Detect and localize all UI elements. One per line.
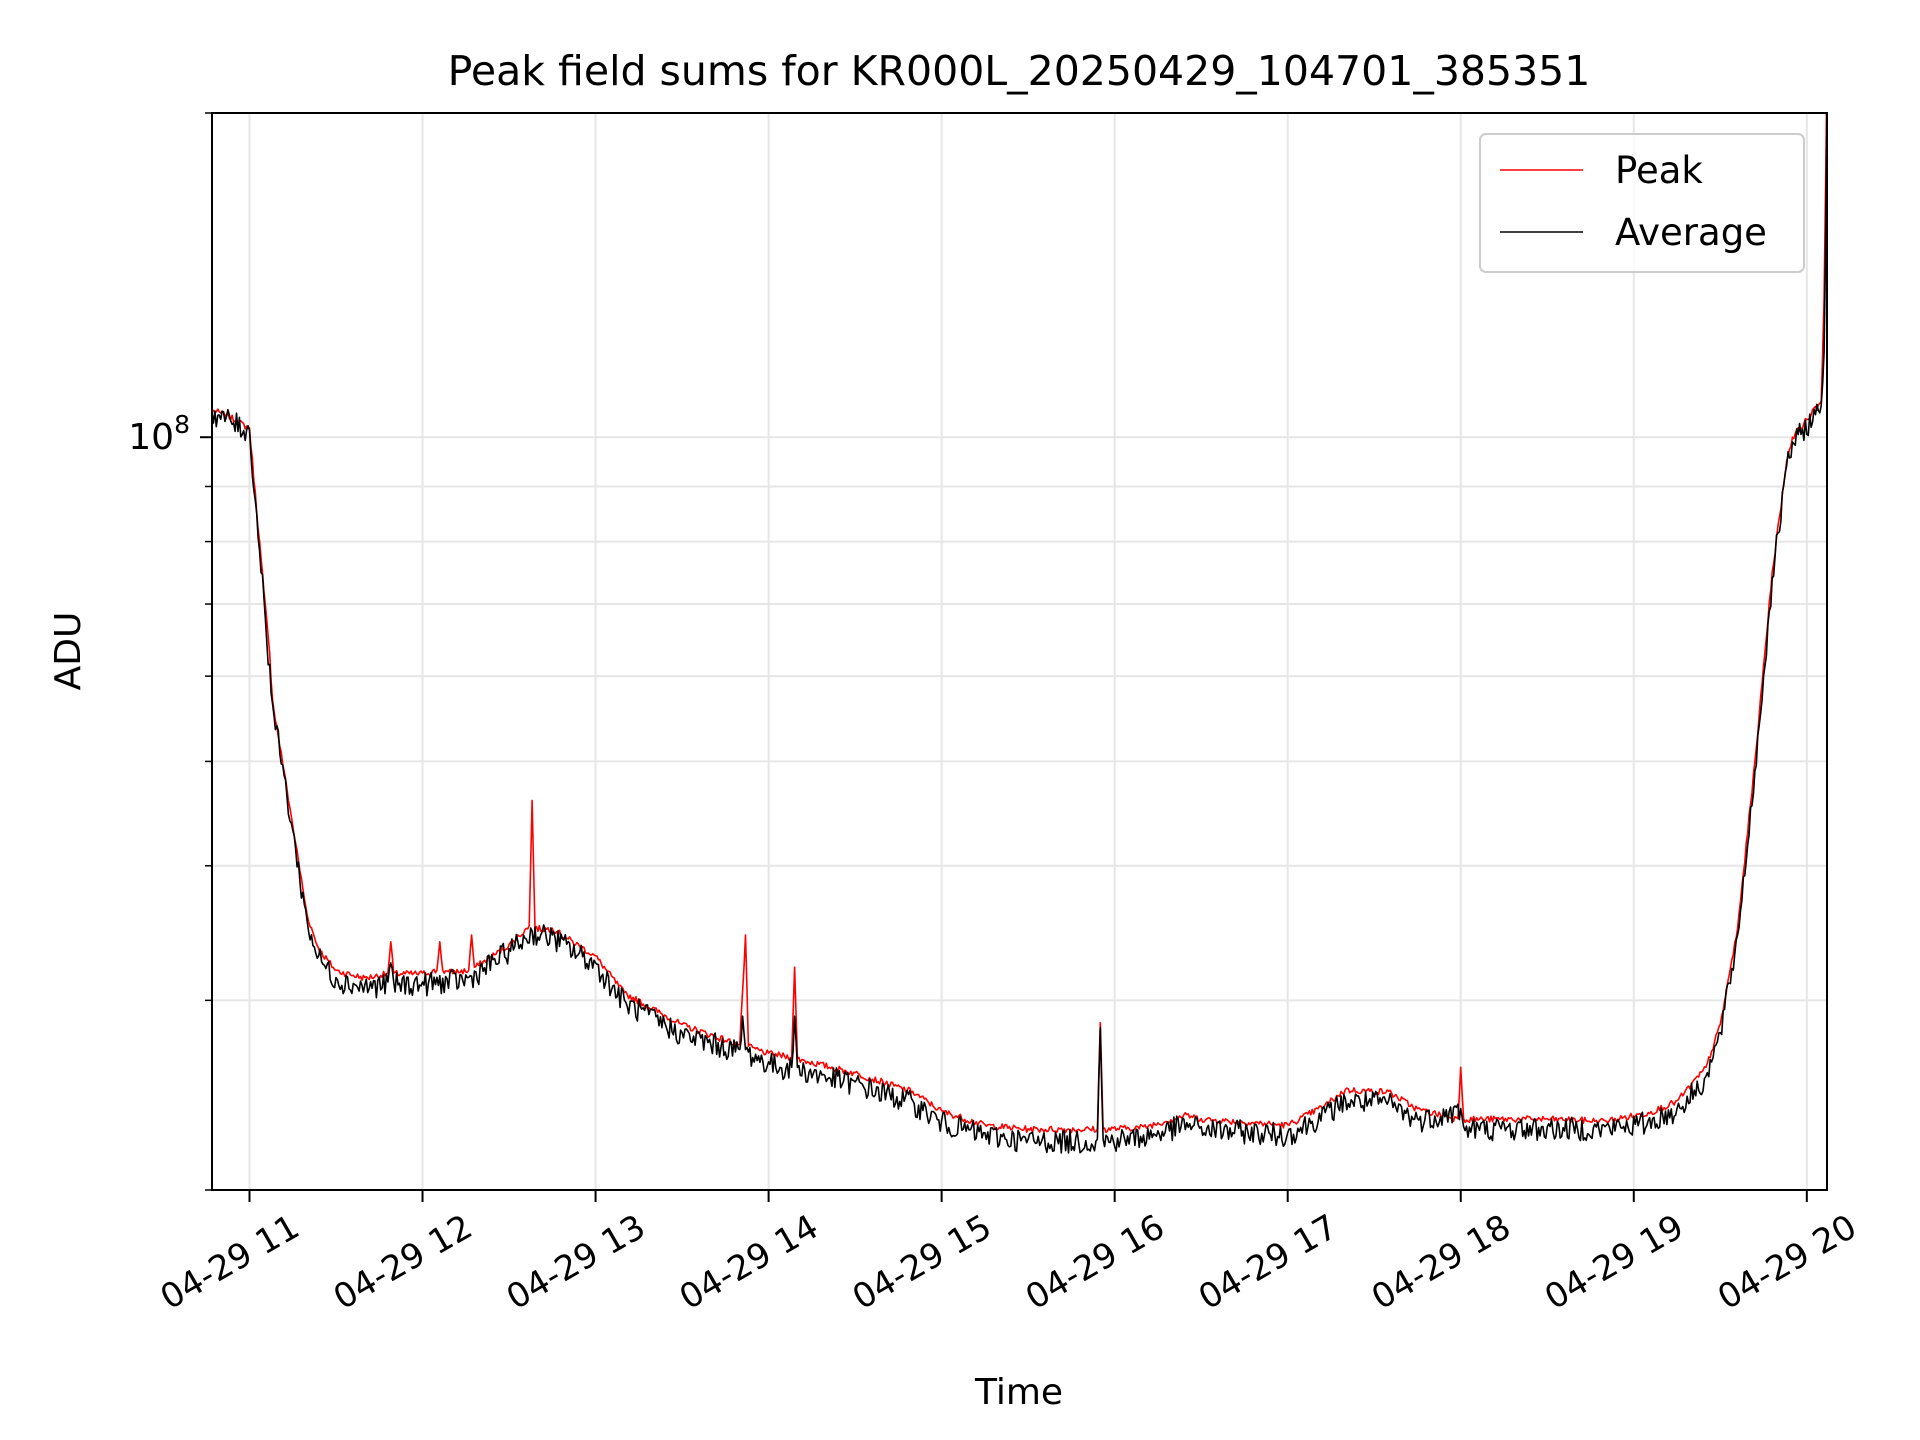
series-average-line: [212, 113, 1827, 1154]
legend-box: [1479, 133, 1805, 273]
plot-area: [212, 113, 1827, 1154]
series-group: [212, 113, 1827, 1154]
y-axis-label: ADU: [48, 612, 89, 691]
plot-frame: [211, 112, 1828, 1191]
y-tick-label: 108: [128, 410, 190, 458]
legend-label-peak: Peak: [1615, 149, 1703, 192]
chart-title: Peak field sums for KR000L_20250429_1047…: [448, 47, 1591, 95]
x-axis-label: Time: [974, 1372, 1063, 1413]
legend: Peak Average: [1479, 133, 1805, 273]
legend-label-average: Average: [1615, 211, 1767, 254]
y-axis: 108: [128, 112, 212, 1191]
